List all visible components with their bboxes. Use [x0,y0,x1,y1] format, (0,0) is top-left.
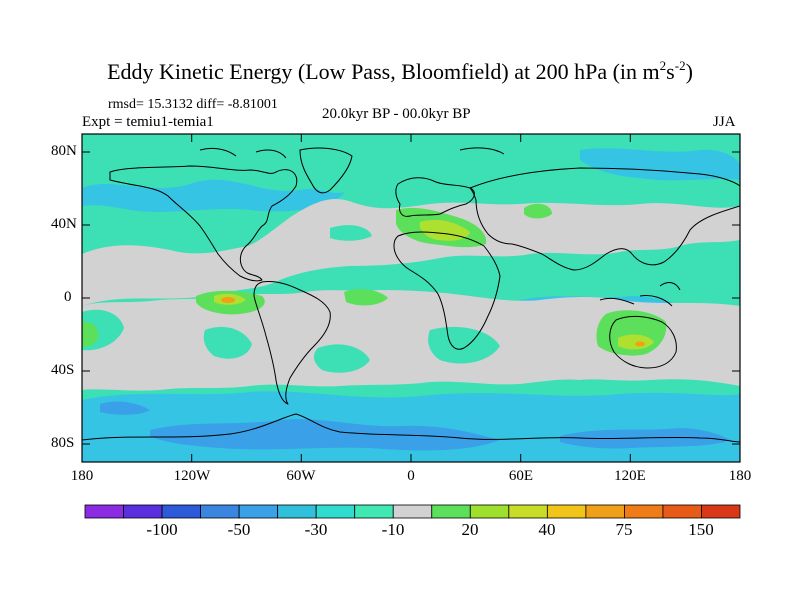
colorbar-box [84,504,124,519]
coastline-antarctica [82,413,740,443]
field-green [82,321,99,347]
field-green [344,289,388,306]
field-orange [221,297,235,303]
period-label: 20.0kyr BP - 00.0kyr BP [322,106,471,122]
y-tick-label: 80N [51,143,77,159]
stats-line: rmsd= 15.3132 diff= -8.81001 [108,97,278,112]
coastline-australia [609,315,677,369]
colorbar-label: 150 [688,520,714,539]
field-grey [82,290,740,391]
colorbar-label: -100 [146,520,178,539]
field-mid-blue [100,401,150,415]
expt-label: Expt = temiu1-temia1 [82,114,214,130]
colorbar-label: 20 [461,520,479,539]
colorbar-box [315,504,356,519]
y-tick-label: 80S [51,435,75,451]
field-yellow-green [618,334,654,350]
coastline-se-asia [599,282,681,307]
colorbar-label: -50 [227,520,251,539]
y-tick-label: 40N [51,216,77,232]
colorbar-box [546,504,587,519]
field-light-blue [580,148,740,181]
plot-title: Eddy Kinetic Energy (Low Pass, Bloomfiel… [107,58,693,84]
field-teal [428,326,500,364]
colorbar-label: -30 [304,520,328,539]
field-orange [635,341,645,347]
colorbar-box [508,504,548,519]
x-tick-label: 180 [728,468,752,484]
colorbar-label: -10 [381,520,405,539]
x-tick-label: 60W [286,468,316,484]
x-tick-label: 120W [173,468,211,484]
coastline-greenland [299,147,353,194]
colorbar-box [161,504,201,519]
anomaly-field [82,134,740,462]
x-tick-label: 180 [70,468,94,484]
colorbar-box [469,504,510,519]
colorbar-label: 75 [615,520,633,539]
colorbar-label: 40 [538,520,556,539]
field-teal [638,256,690,285]
coastline-europe [395,177,475,217]
x-tick-label: 0 [407,468,415,484]
coastline-asia [469,167,740,271]
x-tick-label: 60E [508,468,534,484]
y-tick-marks [82,151,740,445]
field-teal [203,326,252,359]
colorbar-box [662,504,702,519]
coastline-arctic [199,147,505,159]
colorbar-box [431,504,471,519]
field-teal [330,225,372,241]
colorbar-box [701,504,741,519]
colorbar-box [200,504,240,519]
season-label: JJA [713,114,736,130]
y-tick-label: 0 [64,289,72,305]
field-mid-blue [150,419,500,451]
coastlines [82,147,740,443]
x-tick-marks [81,134,741,462]
field-teal [313,344,370,373]
x-tick-label: 120E [614,468,646,484]
y-tick-label: 40S [51,362,75,378]
coastline-north-america [109,165,298,282]
coastline-south-america [253,281,331,405]
colorbar-box [624,504,664,519]
colorbar-box [392,504,433,519]
field-green [524,203,552,219]
colorbar-box [277,504,317,519]
coastline-africa [393,231,501,350]
colorbar-box [354,504,394,519]
colorbar [84,504,741,519]
colorbar-box [123,504,163,519]
colorbar-box [585,504,625,519]
colorbar-box [238,504,279,519]
